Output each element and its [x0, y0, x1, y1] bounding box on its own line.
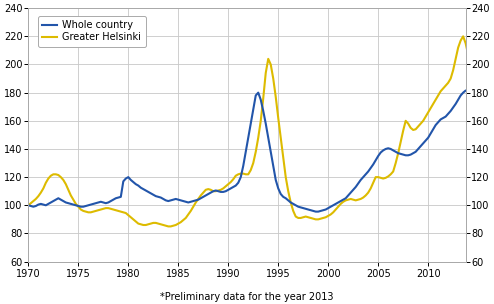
Greater Helsinki: [403, 119, 409, 123]
Whole country: [290, 202, 296, 206]
Whole country: [161, 197, 166, 201]
Whole country: [403, 154, 409, 157]
Line: Greater Helsinki: Greater Helsinki: [28, 8, 494, 226]
Whole country: [110, 198, 116, 202]
Greater Helsinki: [161, 223, 166, 227]
Legend: Whole country, Greater Helsinki: Whole country, Greater Helsinki: [38, 16, 146, 47]
Greater Helsinki: [165, 225, 171, 228]
Whole country: [81, 205, 86, 209]
Greater Helsinki: [110, 208, 116, 211]
Greater Helsinki: [25, 203, 31, 207]
Whole country: [313, 210, 319, 213]
Greater Helsinki: [293, 215, 299, 218]
Line: Whole country: Whole country: [28, 75, 494, 212]
Greater Helsinki: [283, 175, 288, 179]
Whole country: [25, 203, 31, 207]
Whole country: [280, 195, 286, 199]
Greater Helsinki: [81, 209, 86, 213]
Text: *Preliminary data for the year 2013: *Preliminary data for the year 2013: [160, 292, 334, 302]
